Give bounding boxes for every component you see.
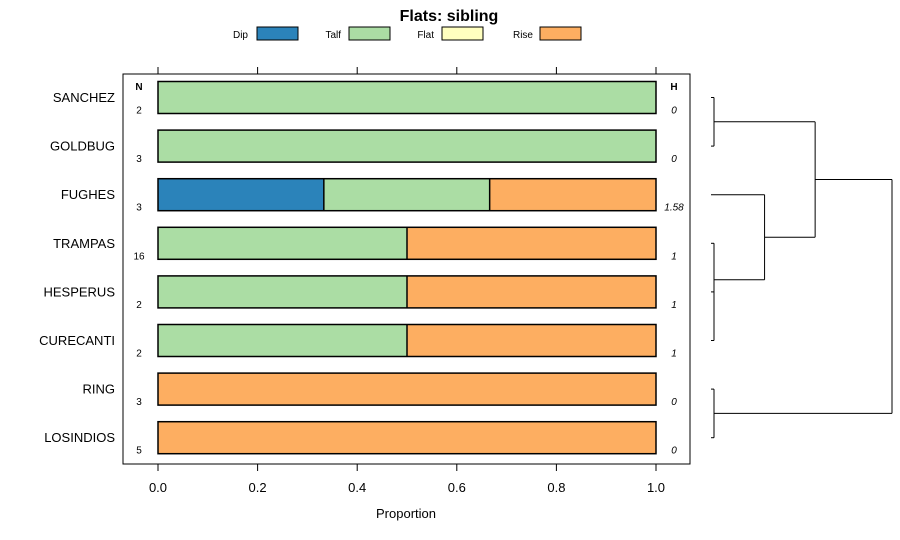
x-axis: 0.0 0.2 0.4 0.6 0.8 1.0 [149,67,665,495]
n-value: 3 [136,203,142,214]
n-value: 2 [136,300,142,311]
dendrogram [711,97,893,439]
x-tick-label: 0.4 [348,480,366,495]
h-value: 0 [671,397,677,408]
legend-label-flat: Flat [417,30,434,41]
category-label: TRAMPAS [53,236,115,251]
bar-outline [157,129,657,163]
n-value: 5 [136,446,142,457]
bar-segment-rise [407,227,656,260]
h-value: 0 [671,106,677,117]
legend-label-rise: Rise [513,30,533,41]
bar-segment-talf [158,81,656,114]
legend: Dip Talf Flat Rise [233,26,582,41]
bars-group: SANCHEZ 2 0 GOLDBUG 3 0 FUGHES 3 1.58 TRAMPAS 16 1 H… [39,80,684,457]
legend-swatch-dip [256,26,299,41]
bar-segment-rise [158,421,656,454]
h-value: 1 [671,349,677,360]
n-value: 3 [136,397,142,408]
bar-segment-talf [158,130,656,163]
bar-outline [157,177,657,212]
category-label: LOSINDIOS [44,430,115,445]
n-column-header: N [135,82,142,93]
bar-segment-talf [158,324,407,357]
category-label: GOLDBUG [50,139,115,154]
legend-label-talf: Talf [325,30,341,41]
h-value: 1.58 [664,203,684,214]
legend-swatch-talf [348,26,391,41]
bar-segment-talf [323,178,490,211]
category-label: CURECANTI [39,333,115,348]
category-label: FUGHES [61,187,116,202]
h-value: 0 [671,446,677,457]
h-column-header: H [670,82,677,93]
legend-swatch-flat [441,26,484,41]
bar-outline [157,80,657,115]
x-tick-label: 0.8 [547,480,565,495]
legend-label-dip: Dip [233,30,248,41]
category-label: HESPERUS [43,284,115,299]
legend-swatch-rise [539,26,582,41]
plot-frame [122,73,691,465]
bar-segment-rise [489,178,656,211]
n-value: 3 [136,154,142,165]
x-tick-label: 0.6 [448,480,466,495]
x-tick-label: 0.0 [149,480,167,495]
chart-title: Flats: sibling [400,8,499,25]
category-label: SANCHEZ [53,90,115,105]
bar-segment-dip [158,178,324,211]
x-tick-label: 0.2 [249,480,267,495]
bar-segment-talf [158,227,407,260]
bar-segment-rise [407,324,656,357]
h-value: 1 [671,251,677,262]
category-label: RING [83,382,116,397]
h-value: 1 [671,300,677,311]
n-value: 16 [133,251,145,262]
n-value: 2 [136,349,142,360]
bar-segment-rise [158,373,656,406]
bar-outline [157,372,657,406]
x-axis-title: Proportion [376,506,436,521]
bar-outline [157,420,657,455]
bar-segment-talf [158,275,407,308]
h-value: 0 [671,154,677,165]
n-value: 2 [136,106,142,117]
x-tick-label: 1.0 [647,480,665,495]
bar-segment-rise [407,275,656,308]
